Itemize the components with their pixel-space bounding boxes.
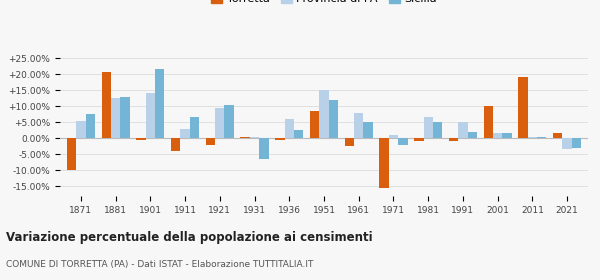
Bar xyxy=(224,104,234,138)
Bar xyxy=(467,132,477,138)
Bar xyxy=(319,90,329,138)
Bar xyxy=(241,137,250,138)
Bar xyxy=(215,108,224,138)
Bar xyxy=(310,111,319,138)
Bar xyxy=(67,138,76,170)
Bar xyxy=(553,134,562,138)
Bar xyxy=(86,114,95,138)
Bar xyxy=(146,93,155,138)
Bar xyxy=(484,106,493,138)
Bar xyxy=(537,137,547,138)
Bar xyxy=(190,117,199,138)
Bar xyxy=(398,138,407,145)
Bar xyxy=(120,97,130,138)
Bar xyxy=(389,135,398,138)
Bar xyxy=(433,122,442,138)
Bar xyxy=(259,138,269,159)
Bar xyxy=(528,137,537,138)
Bar xyxy=(502,134,512,138)
Bar xyxy=(76,121,86,138)
Bar xyxy=(171,138,181,151)
Bar xyxy=(284,119,294,138)
Bar xyxy=(562,138,572,150)
Bar xyxy=(181,129,190,138)
Bar xyxy=(449,138,458,141)
Bar xyxy=(294,130,304,138)
Bar xyxy=(344,138,354,146)
Bar xyxy=(329,100,338,138)
Bar xyxy=(379,138,389,188)
Bar xyxy=(275,138,284,140)
Bar xyxy=(250,137,259,138)
Bar xyxy=(518,77,528,138)
Bar xyxy=(111,98,120,138)
Bar xyxy=(572,138,581,148)
Bar xyxy=(458,122,467,138)
Bar xyxy=(136,138,146,140)
Bar xyxy=(101,73,111,138)
Text: COMUNE DI TORRETTA (PA) - Dati ISTAT - Elaborazione TUTTITALIA.IT: COMUNE DI TORRETTA (PA) - Dati ISTAT - E… xyxy=(6,260,313,269)
Bar xyxy=(364,122,373,138)
Legend: Torretta, Provincia di PA, Sicilia: Torretta, Provincia di PA, Sicilia xyxy=(206,0,442,8)
Bar xyxy=(354,113,364,138)
Bar xyxy=(424,117,433,138)
Bar xyxy=(493,134,502,138)
Text: Variazione percentuale della popolazione ai censimenti: Variazione percentuale della popolazione… xyxy=(6,231,373,244)
Bar xyxy=(414,138,424,141)
Bar xyxy=(155,69,164,138)
Bar xyxy=(206,138,215,145)
